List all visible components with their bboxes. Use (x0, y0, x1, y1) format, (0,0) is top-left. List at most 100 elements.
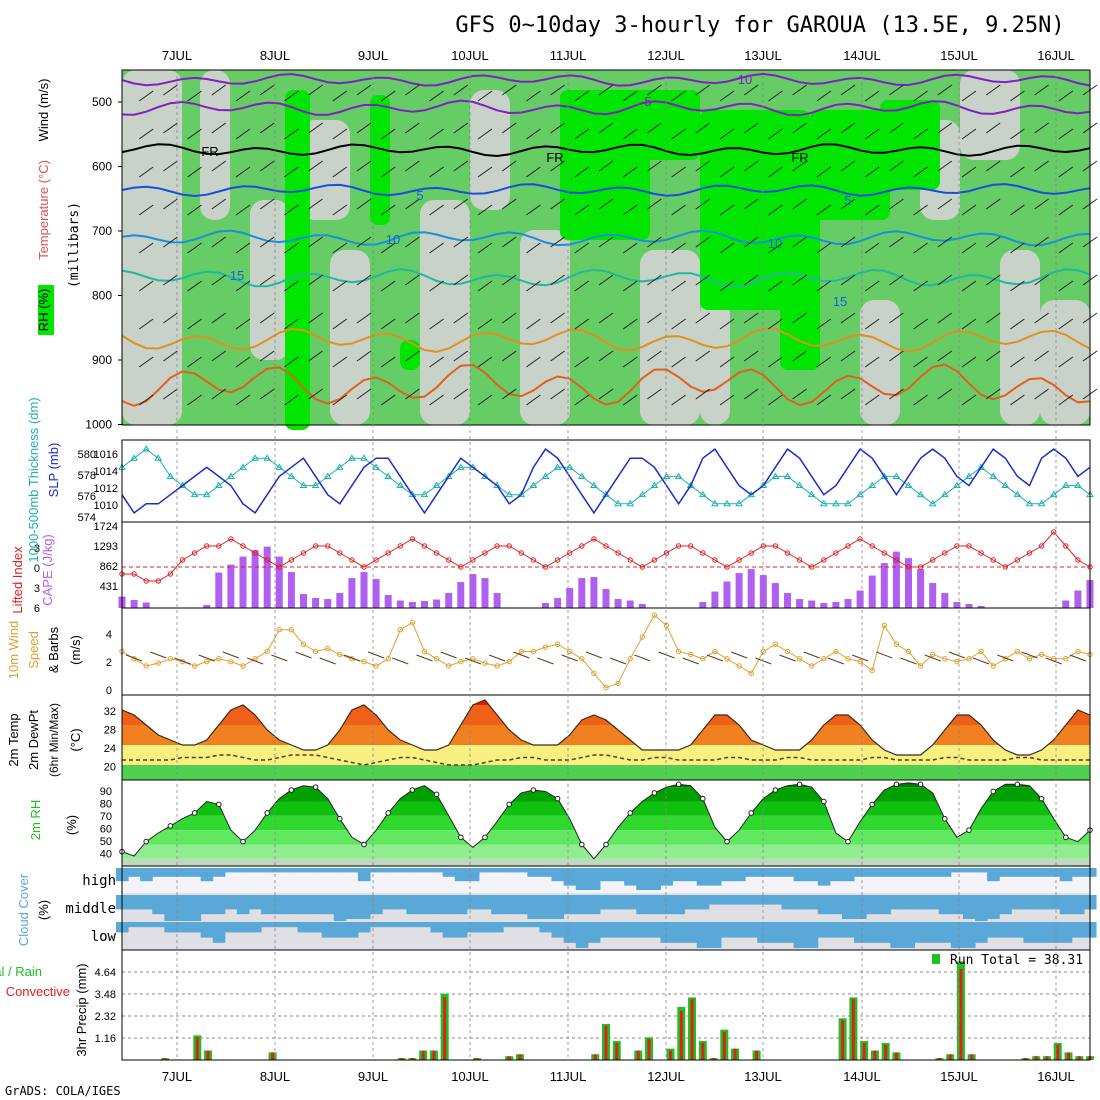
thickness-marker (868, 481, 877, 489)
upper-wind-barb (308, 312, 323, 324)
thickness-tick: 580 (78, 449, 96, 461)
upper-wind-barb (743, 160, 759, 172)
cloud-bar (878, 868, 891, 877)
upper-wind-barb (816, 280, 832, 292)
cloud-bar (587, 868, 601, 890)
surface-wind-barb (609, 657, 627, 665)
wind-marker (712, 648, 718, 655)
surface-wind-barb (125, 654, 143, 662)
rh-moist-patch (620, 90, 700, 160)
lifted-marker (579, 543, 585, 549)
upper-wind-barb (937, 274, 953, 286)
cloud-bar (539, 895, 553, 919)
thickness-marker (444, 472, 453, 479)
contour-freezing (121, 143, 1091, 158)
cloud-bar (962, 868, 976, 873)
upper-wind-barb (574, 356, 590, 368)
surface-wind-barb (803, 651, 820, 659)
cape-bar (481, 578, 489, 608)
upper-wind-barb (138, 90, 154, 102)
cape-bar (263, 546, 271, 608)
thickness-marker (940, 490, 949, 498)
upper-wind-barb (574, 166, 590, 178)
wind-marker (675, 648, 682, 655)
wind-marker (300, 641, 307, 647)
upper-wind-barb (816, 166, 832, 178)
wind-marker (542, 644, 549, 650)
footer-credit: GrADS: COLA/IGES (5, 1084, 121, 1098)
cloud-bar (708, 868, 722, 886)
cloud-bar (478, 895, 492, 910)
rh-dry-patch (122, 70, 182, 425)
rh2m-marker (458, 834, 464, 841)
cloud-bar (841, 895, 855, 919)
upper-wind-barb (284, 204, 299, 216)
li-tick: -3 (30, 543, 40, 555)
cloud-cover-panel: high middle low (65, 865, 1097, 951)
contour-label: 5 (844, 193, 851, 208)
cape-bar (590, 577, 598, 608)
thickness-marker (275, 463, 284, 470)
upper-wind-barb (308, 274, 323, 286)
upper-wind-barb (864, 356, 880, 368)
lifted-marker (155, 578, 162, 584)
precip-tick: 3.48 (95, 989, 116, 1001)
surface-wind-barb (634, 654, 651, 662)
upper-wind-barb (356, 236, 372, 248)
cloud-bar (454, 922, 468, 938)
upper-wind-barb (405, 122, 420, 134)
cloud-bar (236, 895, 250, 915)
surface-wind-barb (682, 657, 699, 665)
slp-tick: 1010 (94, 500, 118, 512)
run-total-swatch (932, 954, 940, 964)
cloud-bar (696, 895, 710, 910)
upper-wind-barb (768, 280, 783, 292)
upper-wind-barb (138, 394, 154, 406)
date-label-top: 14JUL (843, 48, 881, 63)
wind-marker (905, 648, 912, 655)
precip-conv-bar (410, 1058, 414, 1060)
cloud-bar (1035, 895, 1049, 910)
rh2m-marker (167, 823, 174, 829)
lifted-marker (216, 543, 222, 549)
cloud-bar (817, 922, 831, 938)
upper-wind-barb (598, 350, 614, 362)
cloud-bar (684, 922, 698, 943)
precip-conv-bar (432, 1050, 436, 1060)
cloud-bar (684, 895, 698, 910)
cape-bar (142, 602, 150, 608)
surface-wind-barb (198, 654, 215, 662)
cape-bar (239, 556, 247, 608)
cloud-bar (551, 868, 565, 882)
lifted-marker (131, 571, 137, 577)
thickness-marker (360, 454, 368, 461)
thickness-marker (251, 454, 259, 461)
cloud-bar (382, 922, 395, 928)
thickness-marker (892, 472, 901, 479)
upper-wind-barb (743, 236, 759, 248)
upper-wind-barb (138, 356, 154, 368)
cloud-bar (212, 868, 226, 877)
precip-conv-bar (701, 1042, 705, 1060)
wind-tick: 0 (106, 685, 112, 697)
rh2m-marker (433, 791, 440, 798)
cloud-bar (164, 922, 177, 933)
lifted-marker (373, 557, 379, 563)
upper-wind-barb (913, 280, 928, 292)
thickness-marker (263, 454, 272, 461)
upper-wind-barb (647, 84, 662, 96)
cloud-bar (999, 922, 1012, 938)
wind-units-label: (m/s) (68, 635, 83, 665)
rh2m-marker (288, 787, 295, 793)
cloud-bar (878, 922, 891, 943)
cloud-bar (648, 868, 661, 890)
upper-wind-barb (259, 84, 275, 96)
rh-dry-patch (520, 230, 570, 425)
upper-wind-barb (598, 388, 614, 400)
upper-wind-barb (985, 350, 1001, 362)
lifted-marker (433, 550, 440, 556)
wind-marker (942, 656, 948, 662)
upper-wind-barb (768, 394, 783, 406)
upper-wind-barb (743, 350, 759, 362)
pressure-tick: 700 (92, 224, 112, 238)
